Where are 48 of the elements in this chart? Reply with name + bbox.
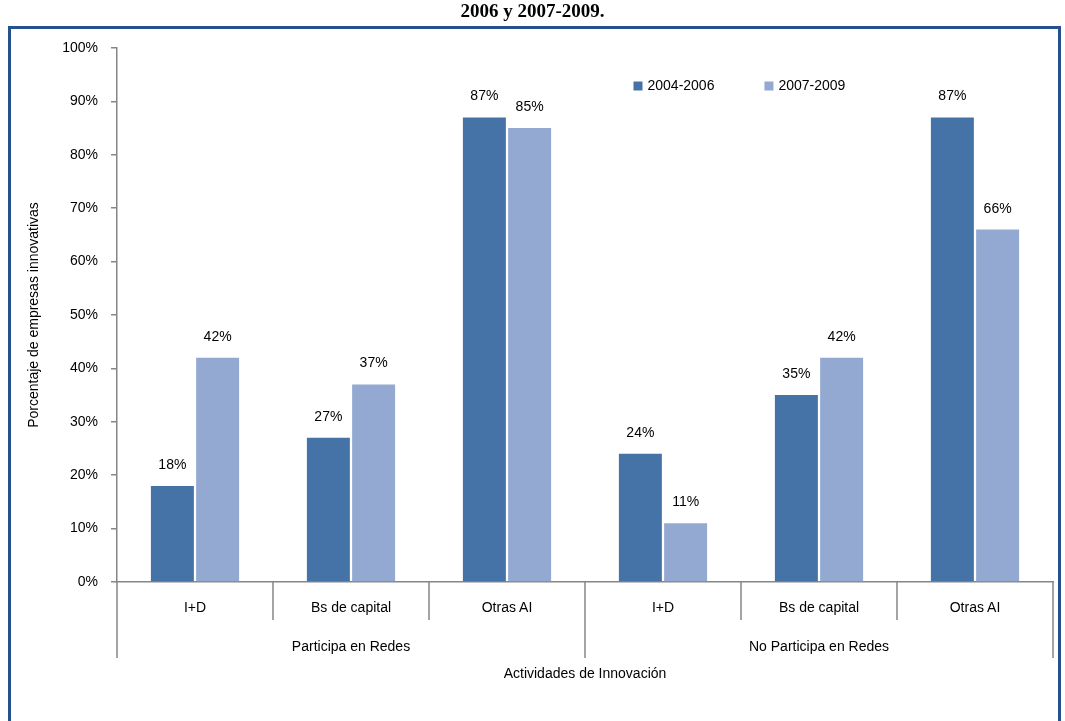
bar	[664, 523, 708, 582]
data-label: 87%	[470, 87, 499, 104]
y-tick-label: 90%	[69, 92, 98, 109]
y-tick-label: 20%	[69, 466, 98, 483]
bar	[774, 395, 818, 582]
text: Participa en Redes	[291, 637, 411, 654]
y-tick-label: 100%	[62, 38, 98, 55]
data-label: 27%	[314, 407, 343, 424]
data-label: 11%	[672, 493, 700, 510]
x-tick-label: Bs de capital	[778, 599, 860, 616]
data-label: 37%	[359, 354, 388, 371]
chart-title: 2006 y 2007-2009.	[460, 0, 605, 21]
data-label: 42%	[827, 327, 856, 344]
y-tick-label: 0%	[77, 572, 98, 589]
data-label: 42%	[203, 327, 232, 344]
bar	[352, 384, 396, 582]
x-axis-title: Actividades de Innovación	[503, 665, 667, 682]
bar	[150, 485, 194, 582]
data-label: 87%	[938, 87, 967, 104]
data-label: 35%	[782, 365, 811, 382]
y-tick-label: 50%	[69, 305, 98, 322]
bar	[462, 117, 506, 582]
y-tick-label: 10%	[69, 519, 98, 536]
bar	[618, 453, 662, 582]
bar	[930, 117, 974, 582]
data-label: 24%	[626, 423, 655, 440]
text: No Participa en Redes	[748, 637, 890, 654]
data-label: 18%	[158, 455, 187, 472]
bar	[306, 437, 350, 582]
y-tick-label: 40%	[69, 359, 98, 376]
legend-label: 2004-2006	[647, 76, 715, 93]
bar	[820, 357, 864, 582]
y-tick-label: 80%	[69, 145, 98, 162]
bar	[976, 229, 1020, 582]
x-tick-label: I+D	[183, 599, 207, 616]
legend-label: 2007-2009	[778, 76, 846, 93]
x-tick-label: I+D	[651, 599, 675, 616]
bar	[508, 128, 552, 582]
x-tick-label: Otras AI	[481, 599, 533, 616]
x-tick-label: Otras AI	[949, 599, 1001, 616]
y-axis-title: Porcentaje de empresas innovativas	[25, 202, 42, 428]
bar	[196, 357, 240, 582]
data-label: 85%	[515, 98, 544, 115]
data-label: 66%	[983, 199, 1012, 216]
y-tick-label: 70%	[69, 199, 98, 216]
y-tick-label: 60%	[69, 252, 98, 269]
y-tick-label: 30%	[69, 412, 98, 429]
x-tick-label: Bs de capital	[310, 599, 392, 616]
